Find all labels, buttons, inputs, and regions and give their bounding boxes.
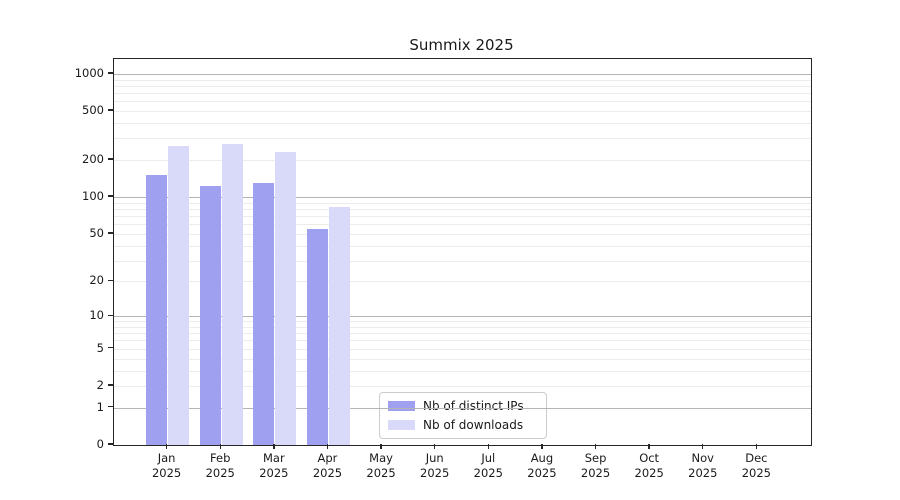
x-tick-mark xyxy=(433,444,436,449)
gridline-minor xyxy=(114,101,811,103)
x-tick-mark xyxy=(755,444,758,449)
bar-feb-distinct-ips xyxy=(199,186,221,445)
y-tick-label: 1 xyxy=(96,399,104,414)
x-tick-label-sep: Sep 2025 xyxy=(580,451,611,480)
plot-area: Nb of distinct IPs Nb of downloads xyxy=(113,58,812,446)
gridline-minor xyxy=(114,111,811,113)
gridline-minor xyxy=(114,79,811,81)
y-tick-label: 10 xyxy=(89,308,104,323)
x-tick-label-jul: Jul 2025 xyxy=(473,451,503,480)
x-tick-label-apr: Apr 2025 xyxy=(312,451,343,480)
x-tick-mark xyxy=(594,444,597,449)
gridline-minor xyxy=(114,233,811,235)
gridline-minor xyxy=(114,123,811,125)
legend-swatch-distinct-ips-icon xyxy=(388,401,415,411)
gridline-minor xyxy=(114,160,811,162)
legend-swatch-downloads-icon xyxy=(388,420,415,430)
x-tick-mark xyxy=(648,444,650,449)
bar-jan-distinct-ips xyxy=(146,175,168,445)
y-tick-mark xyxy=(108,158,113,160)
gridline-minor xyxy=(114,385,811,387)
gridline-minor xyxy=(114,358,811,360)
x-tick-mark xyxy=(165,444,168,449)
y-tick-label: 5 xyxy=(96,340,104,355)
x-tick-mark xyxy=(702,444,704,449)
gridline-minor xyxy=(114,326,811,328)
x-tick-mark xyxy=(541,444,543,449)
gridline-minor xyxy=(114,224,811,226)
x-tick-label-nov: Nov 2025 xyxy=(688,451,718,480)
legend-item-distinct-ips: Nb of distinct IPs xyxy=(388,399,537,413)
y-tick-mark xyxy=(108,314,113,316)
y-tick-mark xyxy=(108,384,113,386)
y-tick-mark xyxy=(108,109,113,111)
y-tick-mark xyxy=(108,443,113,445)
y-tick-label: 50 xyxy=(89,225,104,240)
gridline-minor xyxy=(114,216,811,218)
legend-label-downloads: Nb of downloads xyxy=(423,418,524,432)
gridline-minor xyxy=(114,202,811,204)
x-tick-label-jan: Jan 2025 xyxy=(151,451,182,480)
y-tick-label: 2 xyxy=(96,377,104,392)
gridline-major xyxy=(114,316,811,318)
x-tick-label-aug: Aug 2025 xyxy=(527,451,557,480)
bar-jan-downloads xyxy=(168,145,190,445)
y-tick-mark xyxy=(108,347,113,349)
y-tick-label: 1000 xyxy=(74,65,104,80)
x-tick-label-jun: Jun 2025 xyxy=(420,451,450,480)
gridline-major xyxy=(114,197,811,199)
gridline-minor xyxy=(114,348,811,350)
bar-apr-downloads xyxy=(328,207,350,445)
gridline-minor xyxy=(114,340,811,342)
legend-label-distinct-ips: Nb of distinct IPs xyxy=(423,399,524,413)
y-tick-label: 0 xyxy=(96,437,104,451)
y-tick-mark xyxy=(108,72,113,74)
y-tick-mark xyxy=(108,406,113,408)
gridline-minor xyxy=(114,245,811,247)
x-tick-mark xyxy=(273,444,275,449)
gridline-minor xyxy=(114,208,811,210)
x-tick-mark xyxy=(326,444,329,449)
y-tick-label: 20 xyxy=(89,273,104,288)
bar-mar-downloads xyxy=(275,151,297,445)
x-tick-label-oct: Oct 2025 xyxy=(634,451,664,480)
gridline-major xyxy=(114,73,811,75)
y-tick-label: 200 xyxy=(82,152,104,167)
y-tick-label: 500 xyxy=(82,103,104,118)
legend: Nb of distinct IPs Nb of downloads xyxy=(379,392,547,439)
x-tick-mark xyxy=(219,444,221,449)
y-tick-label: 100 xyxy=(82,189,104,204)
y-tick-mark xyxy=(108,232,113,234)
gridline-minor xyxy=(114,85,811,87)
chart-title: Summix 2025 xyxy=(409,36,514,54)
y-tick-mark xyxy=(108,195,113,197)
gridline-major xyxy=(114,407,811,409)
gridline-minor xyxy=(114,138,811,140)
bar-feb-downloads xyxy=(221,143,243,445)
x-tick-mark xyxy=(487,444,489,449)
bar-apr-distinct-ips xyxy=(306,228,328,445)
gridline-minor xyxy=(114,260,811,262)
x-tick-label-may: May 2025 xyxy=(366,451,396,480)
gridline-minor xyxy=(114,281,811,283)
legend-item-downloads: Nb of downloads xyxy=(388,418,537,432)
x-tick-label-dec: Dec 2025 xyxy=(741,451,772,480)
gridline-minor xyxy=(114,93,811,95)
gridline-minor xyxy=(114,321,811,323)
x-tick-label-mar: Mar 2025 xyxy=(259,451,289,480)
gridline-minor xyxy=(114,333,811,335)
gridline-minor xyxy=(114,370,811,372)
x-tick-label-feb: Feb 2025 xyxy=(205,451,235,480)
y-tick-mark xyxy=(108,279,113,282)
x-tick-mark xyxy=(380,444,382,449)
bar-mar-distinct-ips xyxy=(253,183,275,445)
